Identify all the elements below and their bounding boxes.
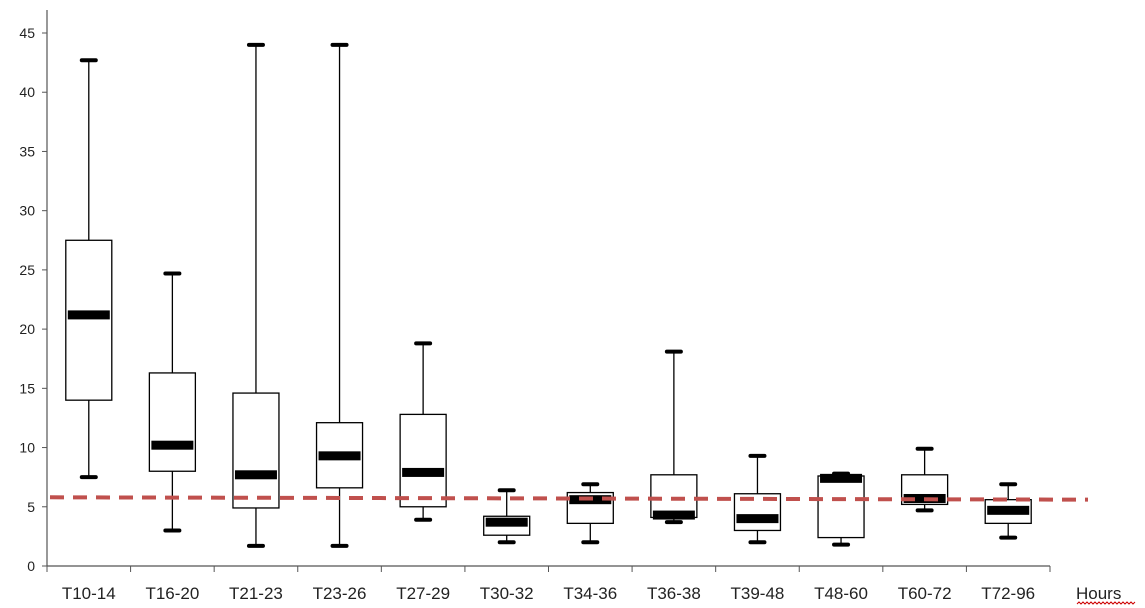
y-tick-label: 35 — [19, 143, 35, 159]
y-tick-label: 30 — [19, 203, 35, 219]
x-axis: T10-14 T16-20 T21-23 T23-26 T27-29 T30-32 T34-… — [46, 565, 1051, 603]
spellcheck-underline — [1076, 601, 1136, 605]
x-tick-label: T36-38 — [647, 584, 701, 603]
box-plot-item — [566, 482, 614, 545]
box-plot-item — [650, 349, 698, 525]
reference-line-group — [49, 495, 1089, 502]
median-bar — [736, 514, 779, 524]
x-tick-label: T16-20 — [145, 584, 199, 603]
median-bar — [318, 451, 361, 461]
median-bar — [987, 505, 1030, 515]
x-tick-label: T39-48 — [731, 584, 785, 603]
x-tick-label: T60-72 — [898, 584, 952, 603]
iqr-box — [650, 474, 698, 519]
iqr-box — [148, 372, 197, 472]
box-plot-item — [399, 341, 447, 522]
y-tick-label: 5 — [27, 499, 35, 515]
x-tick-label: T23-26 — [313, 584, 367, 603]
x-tick-label: T30-32 — [480, 584, 534, 603]
median-bar — [234, 470, 277, 480]
iqr-box — [399, 413, 447, 508]
x-tick-label: T10-14 — [62, 584, 116, 603]
y-tick-label: 10 — [19, 440, 35, 456]
box-series — [65, 42, 1032, 548]
median-bar — [151, 440, 194, 450]
y-axis: 0 5 10 15 20 25 30 35 40 45 — [19, 10, 48, 574]
box-plot-item — [817, 471, 865, 547]
box-plot-item — [483, 488, 531, 545]
box-plot-item — [65, 58, 113, 480]
median-bar — [485, 517, 528, 527]
x-tick-label: T48-60 — [814, 584, 868, 603]
y-tick-label: 45 — [19, 25, 35, 41]
y-tick-label: 40 — [19, 84, 35, 100]
median-bar — [67, 310, 110, 320]
y-tick-label: 25 — [19, 262, 35, 278]
iqr-box — [65, 239, 113, 401]
y-tick-label: 0 — [27, 558, 35, 574]
median-bar — [652, 510, 695, 520]
y-tick-label: 15 — [19, 380, 35, 396]
iqr-box — [232, 392, 280, 509]
x-tick-label: T21-23 — [229, 584, 283, 603]
median-bar — [402, 467, 445, 477]
x-tick-label: T27-29 — [396, 584, 450, 603]
reference-dashed-line — [49, 495, 1089, 502]
box-plot-item — [232, 42, 280, 548]
box-plot-item — [984, 482, 1032, 540]
x-tick-label: T34-36 — [563, 584, 617, 603]
box-plot-item — [315, 42, 364, 548]
x-tick-label: T72-96 — [981, 584, 1035, 603]
median-bar — [820, 473, 863, 483]
iqr-box — [817, 475, 865, 539]
y-tick-label: 20 — [19, 321, 35, 337]
x-axis-title: Hours — [1076, 584, 1121, 603]
box-plot-item — [148, 271, 197, 533]
